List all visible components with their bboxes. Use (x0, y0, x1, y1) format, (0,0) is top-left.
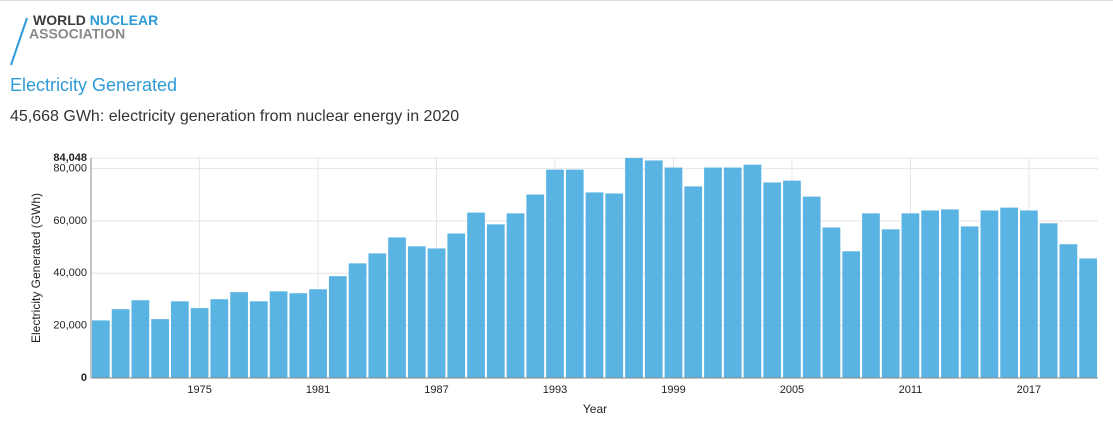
bar (605, 193, 624, 378)
bar (822, 227, 841, 378)
x-axis-label: Year (583, 402, 607, 416)
x-tick-label: 2011 (899, 384, 923, 396)
bar (625, 158, 643, 378)
logo-slash (10, 17, 28, 66)
bar (960, 226, 979, 378)
y-tick-label: 0 (81, 372, 87, 384)
logo-word: NUCLEAR (90, 12, 158, 28)
bar (743, 164, 762, 378)
bar (131, 300, 150, 378)
logo-text: WORLD NUCLEAR (33, 12, 158, 28)
bar (190, 308, 209, 378)
bar (980, 210, 999, 378)
bar (684, 186, 703, 378)
summary: 45,668 GWh: electricity generation from … (10, 108, 459, 125)
bar (565, 169, 584, 378)
x-tick-label: 1975 (187, 384, 211, 396)
logo-word: WORLD (33, 12, 86, 28)
bar (170, 301, 189, 378)
bar (664, 167, 683, 378)
bar (585, 192, 604, 378)
y-tick-label: 80,000 (53, 163, 87, 175)
bar (92, 320, 110, 378)
logo-word: ASSOCIATION (29, 26, 125, 42)
bar (1020, 210, 1038, 378)
bar (901, 213, 920, 378)
bar (862, 213, 880, 378)
y-tick-label: 60,000 (53, 215, 87, 227)
bar (348, 263, 367, 378)
bar (151, 319, 169, 378)
bar (269, 291, 288, 378)
bar (309, 289, 327, 378)
bar (526, 194, 545, 378)
bar (1000, 207, 1019, 378)
y-tick-label: 40,000 (53, 267, 87, 279)
y-axis-label: Electricity Generated (GWh) (29, 193, 43, 343)
y-tick-label: 84,048 (53, 152, 87, 164)
bar (546, 169, 564, 378)
bar (388, 237, 406, 378)
y-tick-label: 20,000 (53, 320, 87, 332)
bar (783, 180, 801, 378)
x-tick-label: 1987 (424, 384, 448, 396)
x-tick-label: 2017 (1017, 384, 1041, 396)
bar (328, 276, 347, 378)
bar (704, 167, 722, 378)
bar (842, 251, 861, 378)
bar (1059, 244, 1078, 378)
bar (921, 210, 940, 378)
bar (111, 309, 130, 378)
bar (763, 182, 782, 378)
bar (230, 292, 248, 378)
bar (941, 209, 959, 378)
x-tick-label: 1999 (661, 384, 685, 396)
bar (644, 160, 663, 378)
x-tick-label: 1981 (306, 384, 330, 396)
bar (289, 293, 308, 378)
bar (1079, 258, 1097, 378)
x-tick-label: 2005 (780, 384, 804, 396)
bar (427, 248, 446, 378)
bar (249, 301, 268, 378)
heading: Electricity Generated (10, 75, 177, 95)
bar (407, 246, 426, 378)
bar (802, 196, 821, 378)
bar (486, 224, 505, 378)
bar (368, 253, 387, 378)
bar (723, 167, 742, 378)
bar (447, 233, 466, 378)
x-tick-label: 1993 (543, 384, 567, 396)
bar (506, 213, 525, 378)
bar (881, 229, 900, 378)
bar (1039, 223, 1058, 378)
bar (210, 299, 229, 378)
bar (467, 212, 485, 378)
